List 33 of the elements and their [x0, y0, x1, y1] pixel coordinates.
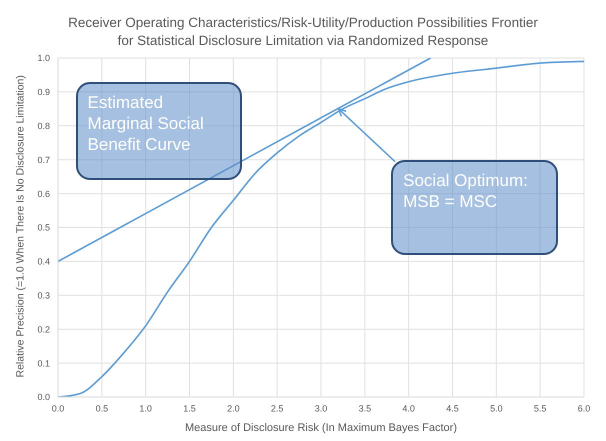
- y-tick-label: 0.3: [37, 290, 50, 300]
- x-tick-label: 1.0: [139, 403, 152, 414]
- chart-subtitle: for Statistical Disclosure Limitation via Randomized Response: [116, 32, 490, 50]
- y-tick-label: 0.2: [37, 324, 50, 334]
- y-tick-label: 1.0: [37, 53, 50, 64]
- y-tick-label: 0.6: [37, 188, 50, 199]
- x-axis-title: Measure of Disclosure Risk (In Maximum Bayes Factor): [184, 422, 458, 434]
- x-tick-label: 0.0: [52, 403, 64, 414]
- x-tick-label: 2.0: [227, 403, 240, 414]
- line-series: [58, 60, 584, 397]
- x-tick-label: 1.5: [183, 403, 196, 414]
- y-tick-label: 0.1: [37, 358, 50, 368]
- y-tick-label: 0.9: [37, 87, 50, 98]
- x-tick-label: 2.5: [270, 403, 284, 414]
- y-tick-label: 0.0: [37, 392, 50, 402]
- y-tick-label: 0.8: [37, 120, 50, 131]
- x-tick-label: 5.0: [490, 403, 503, 414]
- annotation: Estimated Marginal Social Benefit Curve: [88, 92, 204, 154]
- x-tick-label: 3.5: [358, 403, 372, 414]
- chart-title: Receiver Operating Characteristics/Risk-Utility/Production Possibilities Frontier: [67, 14, 539, 32]
- annotation: Social Optimum: MSB = MSC: [403, 170, 528, 211]
- y-tick-label: 0.4: [37, 256, 50, 267]
- x-tick-label: 4.5: [446, 403, 459, 414]
- y-tick-label: 0.5: [37, 222, 50, 233]
- x-tick-label: 3.0: [314, 403, 328, 414]
- y-axis-title: Relative Precision (=1.0 When There Is No Disclosure Limitation): [14, 75, 27, 378]
- x-tick-label: 5.5: [534, 403, 546, 414]
- x-tick-label: 4.0: [402, 403, 415, 414]
- callout-box: Social Optimum: MSB = MSC: [391, 160, 558, 255]
- y-tick-label: 0.7: [37, 154, 50, 165]
- x-tick-label: 6.0: [578, 403, 590, 414]
- callout-box: Estimated Marginal Social Benefit Curve: [76, 82, 242, 180]
- x-tick-label: 0.5: [96, 403, 108, 414]
